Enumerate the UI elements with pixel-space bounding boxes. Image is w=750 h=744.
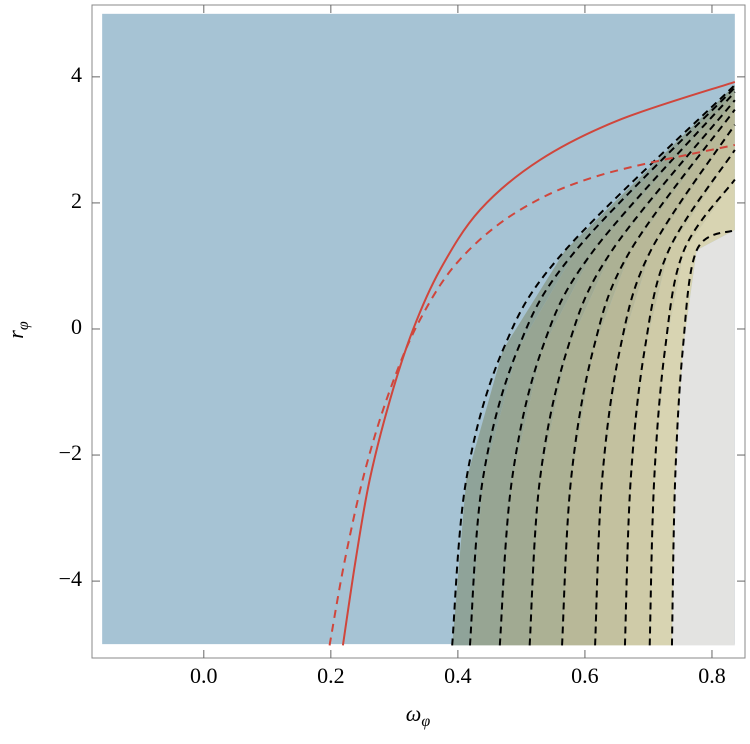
y-label-main: r [3,330,28,339]
x-tick-label: 0.4 [444,663,472,688]
contour-band [595,124,735,646]
plot-area [102,13,736,646]
contour-band [649,179,735,646]
contour-line [648,179,736,646]
contour-line [670,229,736,646]
contour-band [452,85,735,646]
x-label-sub: φ [421,713,430,730]
contour-band [469,87,735,646]
y-tick-label: 2 [71,188,82,213]
x-tick-label: 0.6 [571,663,599,688]
contour-line [594,124,736,646]
y-tick-label: 4 [71,62,82,87]
contour-band [499,91,735,646]
contour-line [561,109,736,646]
x-tick-label: 0.0 [190,663,218,688]
y-tick-label: −2 [59,440,82,465]
x-axis-label: ωφ [406,701,431,730]
x-label-main: ω [406,701,422,726]
contour-band [562,109,735,646]
x-tick-label: 0.2 [317,663,345,688]
y-tick-label: −4 [59,566,82,591]
frame [91,4,746,659]
contour-line [528,99,736,646]
y-tick-label: 0 [71,314,82,339]
contour-line [623,149,736,646]
contour-line [498,91,736,646]
contour-band [529,100,735,646]
contour-line [468,86,736,646]
curve [328,143,736,646]
curve [341,80,736,646]
contour-band [671,230,735,646]
contour-line [451,84,736,646]
y-label-sub: φ [15,321,32,330]
y-axis-label: rφ [3,321,32,339]
x-tick-label: 0.8 [698,663,726,688]
